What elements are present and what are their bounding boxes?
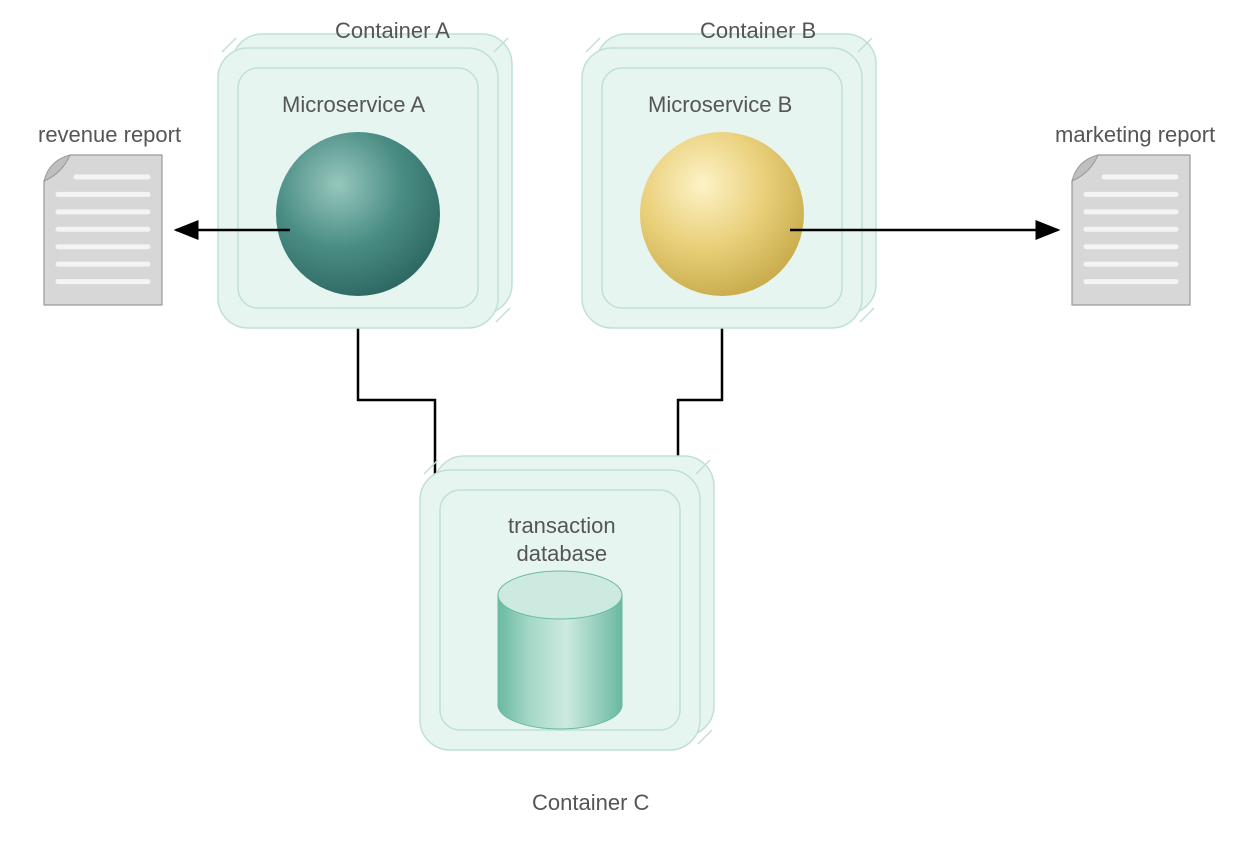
container-c-title: Container C [532, 790, 649, 816]
sphere-microservice-b [640, 132, 804, 296]
revenue-report-label: revenue report [38, 122, 181, 148]
database-cylinder-icon [498, 571, 622, 729]
revenue-report-document-icon [44, 155, 162, 305]
sphere-microservice-a [276, 132, 440, 296]
database-label: transactiondatabase [508, 512, 616, 567]
microservice-a-label: Microservice A [282, 92, 425, 118]
microservice-b-label: Microservice B [648, 92, 792, 118]
marketing-report-document-icon [1072, 155, 1190, 305]
container-a-title: Container A [335, 18, 450, 44]
container-b-title: Container B [700, 18, 816, 44]
marketing-report-label: marketing report [1055, 122, 1215, 148]
